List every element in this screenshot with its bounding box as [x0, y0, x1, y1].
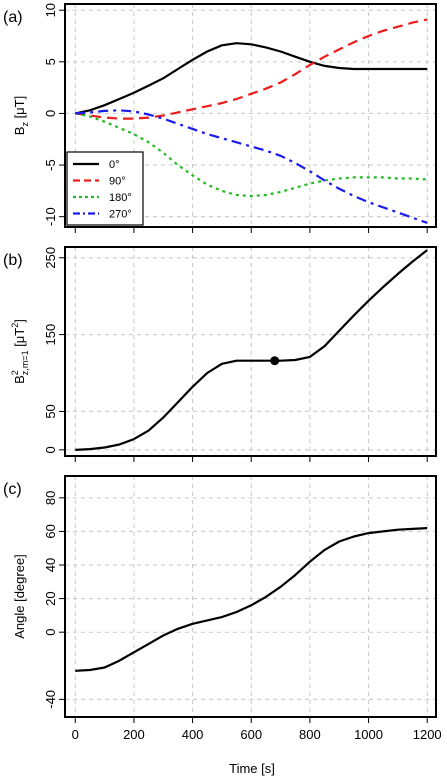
panel-b: 0 50 150 250 (b) B2z,m=1 [μT2] — [3, 246, 437, 462]
legend-label: 270° — [109, 209, 132, 221]
panel-label: (c) — [3, 481, 22, 498]
series-line-1-0 — [75, 249, 428, 451]
y-axis-title: Bz [μT] — [12, 96, 30, 135]
y-tick-label: -40 — [43, 690, 58, 709]
y-tick-label: 0 — [43, 629, 58, 636]
y-tick-label: 250 — [43, 247, 58, 269]
x-tick-label: 600 — [240, 727, 262, 742]
x-tick-label: 1000 — [354, 727, 383, 742]
legend-label: 90° — [109, 176, 126, 188]
grid — [65, 476, 436, 717]
y-tick-label: -5 — [43, 159, 58, 171]
series-line-2-0 — [75, 527, 428, 672]
y-tick-label: 40 — [43, 558, 58, 572]
y-tick-label: 10 — [43, 3, 58, 17]
y-tick-label: 60 — [43, 524, 58, 538]
x-tick-label: 0 — [72, 727, 79, 742]
y-tick-label: -10 — [43, 207, 58, 226]
panel-a: -10 -5 0 5 10 (a) Bz [μT] 0° 90° 180° 270° — [3, 3, 437, 233]
x-tick-label: 1200 — [413, 727, 442, 742]
plot-frame — [64, 246, 437, 457]
y-tick-label: 20 — [43, 591, 58, 605]
y-axis-title: B2z,m=1 [μT2] — [10, 319, 30, 384]
panel-label: (b) — [3, 252, 23, 269]
y-tick-label: 50 — [43, 404, 58, 418]
x-axis-label: Time [s] — [229, 761, 275, 776]
plot-frame — [64, 3, 437, 228]
panel-label: (a) — [3, 9, 23, 26]
y-tick-label: 5 — [43, 58, 58, 65]
y-tick-label: 0 — [43, 446, 58, 453]
y-tick-label: 0 — [43, 110, 58, 117]
legend: 0° 90° 180° 270° — [66, 151, 144, 226]
legend-label: 0° — [109, 159, 120, 171]
y-tick-label: 150 — [43, 324, 58, 346]
series-line-90deg — [75, 18, 428, 120]
series-line-180deg — [75, 112, 428, 198]
y-tick-label: 80 — [43, 491, 58, 505]
x-tick-label: 200 — [123, 727, 145, 742]
x-tick-label: 800 — [299, 727, 321, 742]
plot-frame — [64, 475, 437, 718]
legend-label: 180° — [109, 192, 132, 204]
series-line-0deg — [75, 42, 428, 115]
marker-point — [270, 356, 280, 366]
y-axis-title: Angle [degree] — [12, 554, 27, 639]
grid — [65, 247, 436, 456]
x-tick-label: 400 — [182, 727, 204, 742]
